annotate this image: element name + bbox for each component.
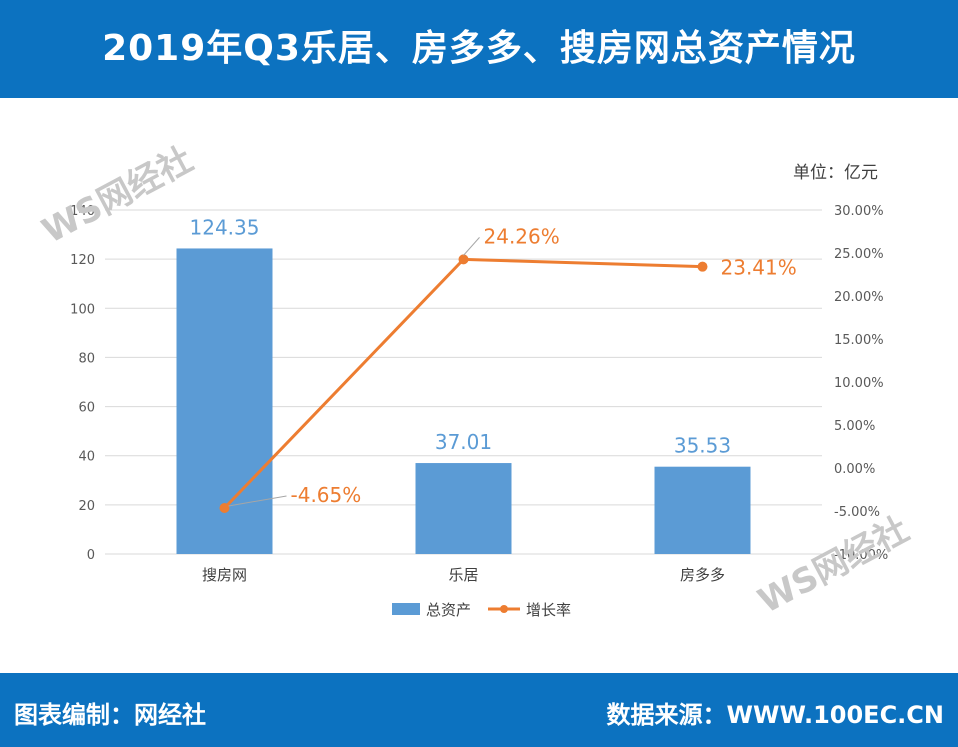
- left-tick-label: 40: [78, 450, 95, 465]
- left-tick-label: 80: [78, 351, 95, 366]
- header-bar: 2019年Q3乐居、房多多、搜房网总资产情况: [0, 0, 958, 98]
- chart-area: WS网经社 WS网经社 单位：亿元 0 20 40 60 80 100 120 140 -10…: [0, 98, 958, 673]
- right-tick-label: 10.00%: [834, 376, 884, 391]
- right-tick-label: 30.00%: [834, 204, 884, 219]
- category-label: 搜房网: [202, 566, 247, 584]
- category-label: 房多多: [680, 566, 725, 584]
- chart-credit: 图表编制：网经社: [14, 701, 206, 729]
- left-tick-label: 120: [70, 253, 95, 268]
- growth-point: [219, 502, 230, 513]
- data-source: 数据来源：WWW.100EC.CN: [606, 701, 945, 729]
- label-leader: [228, 495, 287, 507]
- left-tick-label: 100: [70, 302, 95, 317]
- left-axis-ticks: 0 20 40 60 80 100 120 140: [70, 204, 95, 563]
- growth-value-label: -4.65%: [291, 483, 362, 507]
- bar-series: 124.35 37.01 35.53: [176, 215, 751, 554]
- left-tick-label: 0: [87, 548, 95, 563]
- right-tick-label: -5.00%: [834, 505, 880, 520]
- growth-point: [458, 254, 469, 265]
- unit-label: 单位：亿元: [793, 163, 878, 183]
- bar-value-label: 35.53: [674, 434, 731, 458]
- left-tick-label: 140: [70, 204, 95, 219]
- right-tick-label: 25.00%: [834, 247, 884, 262]
- legend-label-bar: 总资产: [426, 601, 471, 619]
- legend-label-line: 增长率: [526, 601, 571, 619]
- category-label: 乐居: [448, 566, 478, 584]
- legend: 总资产 增长率: [392, 601, 571, 619]
- right-axis-ticks: -10.00% -5.00% 0.00% 5.00% 10.00% 15.00% 20.00…: [834, 204, 888, 563]
- bar-value-label: 37.01: [435, 430, 492, 454]
- growth-value-label: 24.26%: [484, 224, 560, 248]
- right-tick-label: 15.00%: [834, 333, 884, 348]
- legend-swatch-bar: [392, 603, 420, 615]
- bar: [415, 463, 512, 554]
- left-tick-label: 60: [78, 401, 95, 416]
- combo-chart: 单位：亿元 0 20 40 60 80 100 120 140 -10.00% -5.00% 0.…: [70, 163, 888, 619]
- bar: [654, 466, 751, 554]
- footer-bar: 图表编制：网经社 数据来源：WWW.100EC.CN: [0, 673, 958, 747]
- growth-value-label: 23.41%: [721, 256, 797, 280]
- right-tick-label: 0.00%: [834, 462, 875, 477]
- label-leader: [463, 237, 480, 256]
- right-tick-label: -10.00%: [834, 548, 888, 563]
- bar-value-label: 124.35: [190, 215, 260, 239]
- legend-swatch-marker: [500, 605, 508, 613]
- page-title: 2019年Q3乐居、房多多、搜房网总资产情况: [102, 28, 856, 69]
- line-series: -4.65% 24.26% 23.41%: [219, 224, 797, 513]
- category-labels: 搜房网 乐居 房多多: [202, 566, 725, 584]
- left-tick-label: 20: [78, 499, 95, 514]
- growth-point: [697, 261, 708, 272]
- right-tick-label: 5.00%: [834, 419, 875, 434]
- right-tick-label: 20.00%: [834, 290, 884, 305]
